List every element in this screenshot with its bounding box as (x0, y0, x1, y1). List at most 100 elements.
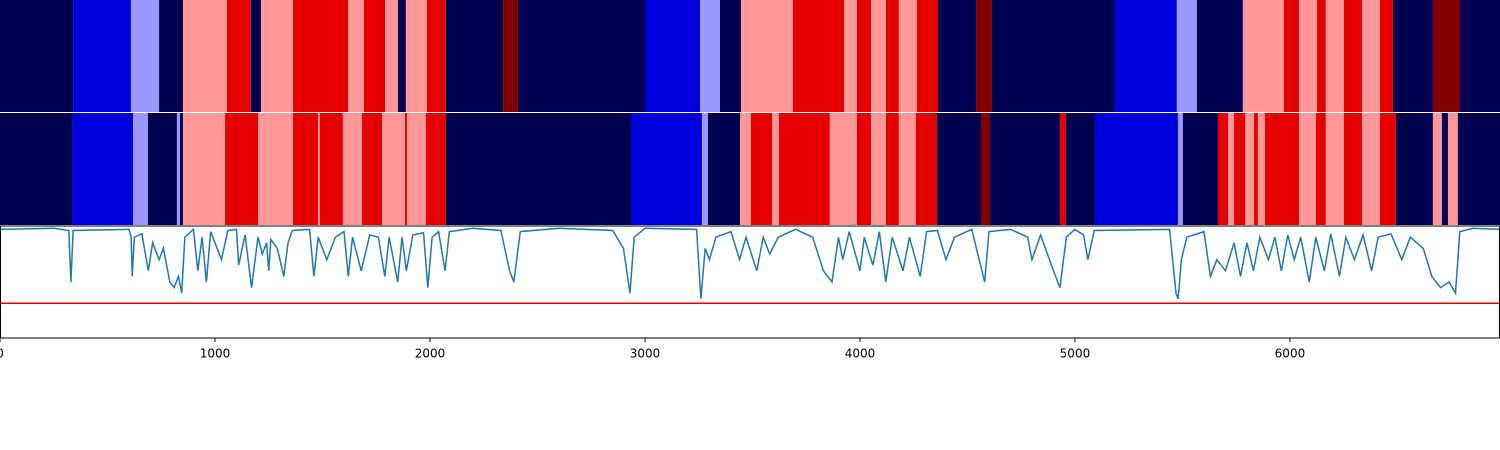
segment (829, 113, 857, 225)
signal-line (0, 227, 1500, 300)
segment (1298, 0, 1318, 112)
segment (397, 0, 406, 112)
segment (293, 0, 349, 112)
segment (976, 0, 992, 112)
segment (1380, 0, 1393, 112)
segment (159, 0, 183, 112)
segment (517, 0, 645, 112)
segment (1298, 113, 1316, 225)
segment (342, 113, 363, 225)
segment (503, 0, 518, 112)
segment (700, 0, 721, 112)
segment (250, 0, 262, 112)
segment (707, 113, 741, 225)
segment (772, 113, 779, 225)
segment (385, 0, 398, 112)
segment (362, 113, 383, 225)
segment (257, 113, 294, 225)
segment (1196, 0, 1243, 112)
segment (133, 113, 148, 225)
segment (405, 113, 407, 225)
segment (72, 113, 134, 225)
segment (936, 113, 982, 225)
segment (1392, 0, 1433, 112)
segment (644, 0, 701, 112)
segment (870, 0, 886, 112)
segment (1265, 113, 1299, 225)
segment (261, 0, 294, 112)
segment (1065, 113, 1095, 225)
segment (1257, 113, 1266, 225)
segment (182, 113, 226, 225)
segment (1317, 0, 1326, 112)
segment (382, 113, 406, 225)
segment (1059, 113, 1066, 225)
segment (182, 0, 228, 112)
segment (1432, 113, 1442, 225)
segment (179, 113, 183, 225)
segment (915, 113, 937, 225)
segment (844, 0, 857, 112)
segment (227, 0, 251, 112)
segment (225, 113, 258, 225)
segment (856, 113, 871, 225)
segment (740, 113, 751, 225)
segment (898, 113, 916, 225)
segment (916, 0, 939, 112)
segment (1460, 0, 1500, 112)
segment (405, 0, 427, 112)
segment (1325, 0, 1344, 112)
segment (1380, 113, 1396, 225)
segment (720, 0, 742, 112)
segment (885, 0, 899, 112)
segment (348, 0, 364, 112)
segment (176, 113, 180, 225)
segment (1361, 113, 1381, 225)
segment (293, 113, 318, 225)
segment (631, 113, 702, 225)
segment (1315, 113, 1326, 225)
segment (750, 113, 773, 225)
segment (856, 0, 871, 112)
x-tick-label: 6000 (1275, 347, 1306, 361)
segment (1441, 113, 1448, 225)
segment (73, 0, 131, 112)
x-tick-label: 5000 (1060, 347, 1091, 361)
x-tick-label: 4000 (845, 347, 876, 361)
segment (741, 0, 793, 112)
segment (1177, 113, 1183, 225)
segment (319, 113, 343, 225)
segment (130, 0, 160, 112)
segment (426, 0, 446, 112)
segment (1447, 113, 1458, 225)
segment (0, 0, 74, 112)
segment (1283, 0, 1299, 112)
x-tick-label: 3000 (630, 347, 661, 361)
segment (147, 113, 177, 225)
segment (1094, 113, 1178, 225)
segment (1176, 0, 1197, 112)
segment (406, 113, 426, 225)
x-tick-label: 0 (0, 347, 4, 361)
segment (792, 0, 845, 112)
segment (885, 113, 899, 225)
segment (1242, 0, 1284, 112)
segment (425, 113, 446, 225)
segment (938, 0, 977, 112)
segment (1457, 113, 1500, 225)
segment (1395, 113, 1433, 225)
segment (990, 113, 1060, 225)
x-tick-label: 1000 (200, 347, 231, 361)
segment (445, 0, 504, 112)
segment (1343, 113, 1362, 225)
segment (1234, 113, 1246, 225)
segment (1325, 113, 1344, 225)
segment (1217, 113, 1229, 225)
segment (363, 0, 386, 112)
segment (981, 113, 991, 225)
segment (317, 113, 320, 225)
segment (1343, 0, 1362, 112)
segment (701, 113, 708, 225)
segment (1254, 113, 1258, 225)
